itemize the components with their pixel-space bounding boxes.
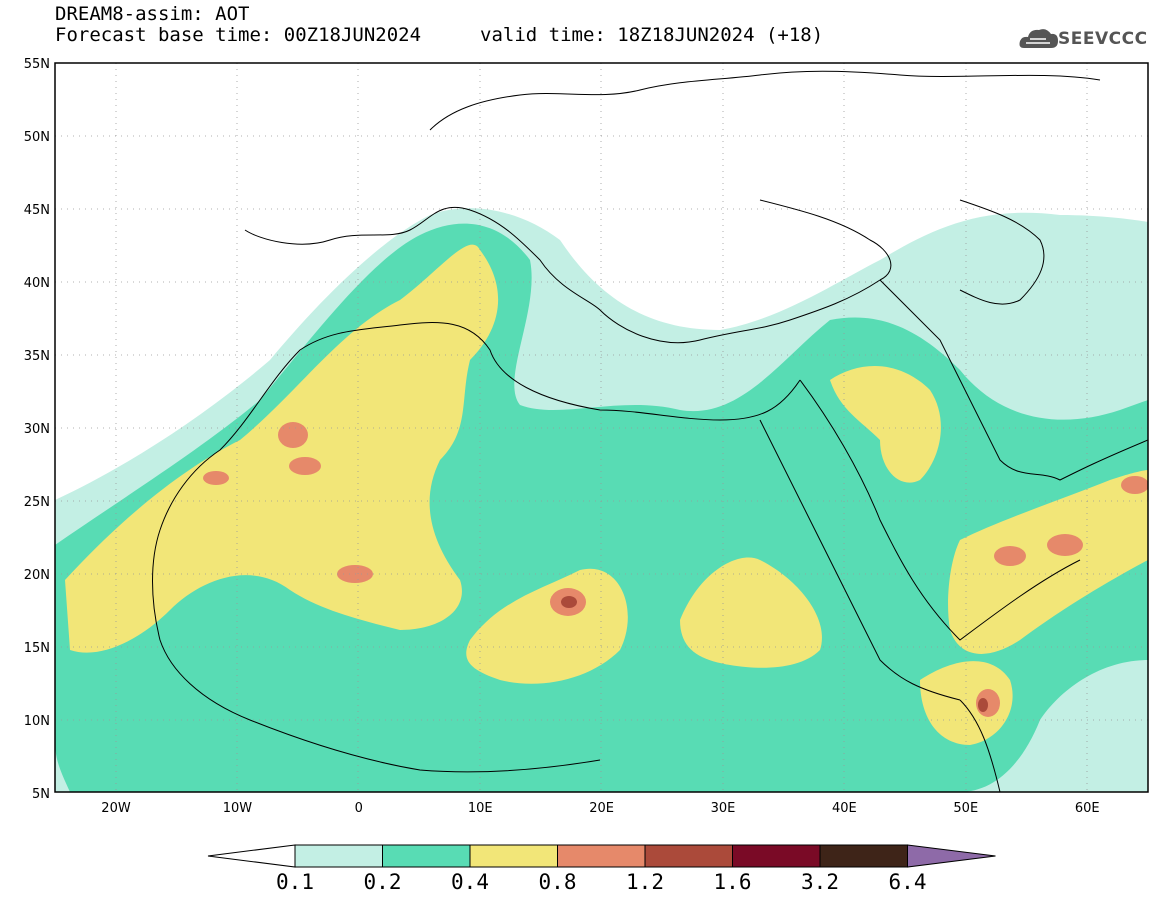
colorbar-label: 1.6 — [713, 870, 752, 894]
colorbar-label: 1.2 — [626, 870, 664, 894]
aot-band-0-4 — [680, 557, 822, 668]
lon-label: 10W — [223, 801, 253, 816]
aot-fields — [55, 208, 1148, 792]
aot-band-0-4 — [920, 661, 1013, 745]
colorbar-label: 0.2 — [363, 870, 402, 894]
lat-labels: 55N 50N 45N 40N 35N 30N 25N 20N 15N 10N 5N — [24, 57, 50, 802]
lat-label: 50N — [24, 130, 50, 145]
colorbar-box — [732, 844, 821, 868]
colorbar-box — [382, 844, 471, 868]
aot-band-0-8 — [994, 546, 1026, 566]
lon-label: 20E — [589, 801, 614, 816]
lat-label: 55N — [24, 57, 50, 72]
aot-band-0-4 — [830, 366, 941, 483]
colorbar-box — [294, 844, 383, 868]
map-title: DREAM8-assim: AOT — [55, 3, 250, 25]
colorbar-label: 6.4 — [888, 870, 927, 894]
lat-label: 40N — [24, 276, 50, 291]
colorbar-box — [644, 844, 733, 868]
colorbar-label: 0.4 — [451, 870, 489, 894]
lat-label: 15N — [24, 641, 50, 656]
aot-band-0-8 — [289, 457, 321, 475]
aot-band-0-8 — [1121, 476, 1148, 494]
lon-label: 20W — [101, 801, 131, 816]
colorbar-min-arrow — [207, 844, 296, 868]
grid-lines — [55, 63, 1148, 792]
lat-label: 30N — [24, 422, 50, 437]
cloud-icon — [1019, 29, 1058, 48]
aot-band-0-8 — [1047, 534, 1083, 556]
lon-labels: 20W 10W 0 10E 20E 30E 40E 50E 60E — [101, 801, 1099, 816]
colorbar-box — [557, 844, 646, 868]
base-time: Forecast base time: 00Z18JUN2024 — [55, 24, 422, 46]
coastlines — [152, 70, 1148, 792]
aot-band-0-4 — [65, 244, 499, 653]
map-frame — [54, 62, 1149, 793]
lat-label: 10N — [24, 714, 50, 729]
valid-time: valid time: 18Z18JUN2024 (+18) — [480, 24, 824, 46]
lon-label: 10E — [468, 801, 493, 816]
colorbar-box — [469, 844, 558, 868]
colorbar-label: 0.8 — [538, 870, 577, 894]
lon-label: 40E — [832, 801, 857, 816]
aot-band-0-8 — [278, 422, 308, 448]
lon-label: 0 — [355, 801, 363, 816]
lon-label: 30E — [711, 801, 736, 816]
aot-band-1-2 — [561, 596, 577, 608]
aot-band-0-4 — [466, 568, 628, 684]
colorbar — [207, 844, 996, 868]
aot-band-0-4 — [948, 470, 1148, 654]
colorbar-max-arrow — [907, 844, 996, 868]
colorbar-box — [819, 844, 908, 868]
lat-label: 5N — [32, 787, 50, 802]
aot-band-1-2 — [978, 698, 988, 712]
colorbar-label: 3.2 — [801, 870, 839, 894]
lat-label: 45N — [24, 203, 50, 218]
logo-text: SEEVCCC — [1058, 29, 1148, 49]
colorbar-label: 0.1 — [276, 870, 314, 894]
lat-label: 20N — [24, 568, 50, 583]
lon-label: 60E — [1075, 801, 1100, 816]
aot-band-0-8 — [203, 471, 229, 485]
lat-label: 25N — [24, 495, 50, 510]
lon-label: 50E — [953, 801, 978, 816]
lat-label: 35N — [24, 349, 50, 364]
